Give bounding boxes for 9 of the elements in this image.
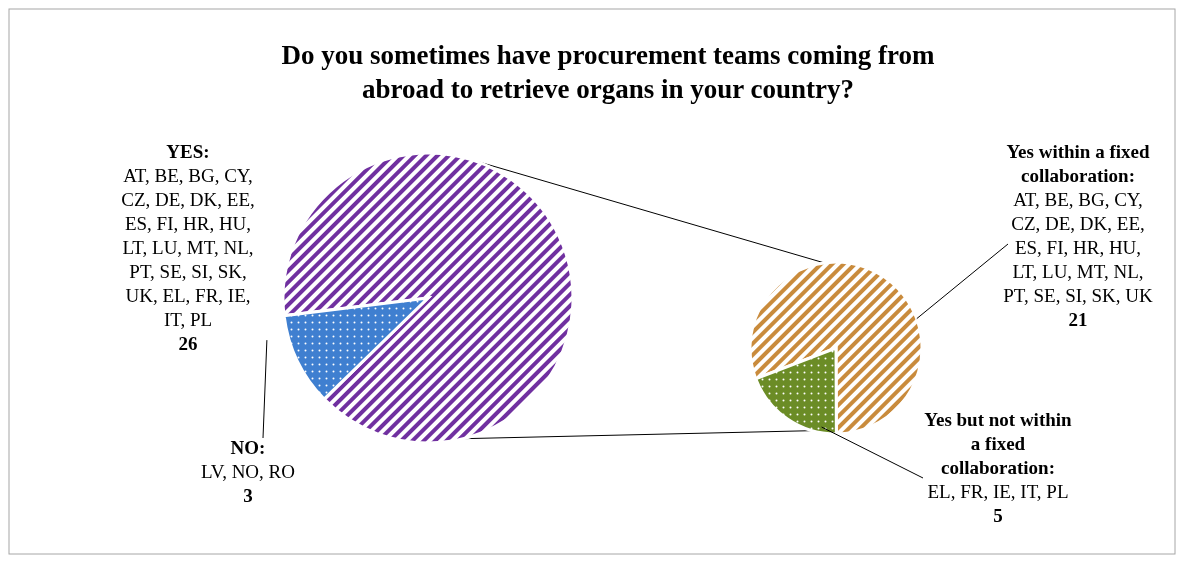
slice-label: YES: AT, BE, BG, CY, CZ, DE, DK, EE, ES, FI, HR, HU, LT, LU, MT, NL, PT, SE, SI, SK, UK, EL, FR, IE, IT, PL [121, 141, 255, 330]
slice-label: Yes but not within a fixed collaboration: EL, FR, IE, IT, PL [924, 409, 1073, 502]
data-label: 5 [993, 505, 1003, 526]
chart-title: Do you sometimes have procurement teams coming from abroad to retrieve organs in your country? [281, 40, 936, 104]
slice-label: NO: LV, NO, RO [201, 437, 295, 482]
data-label: 21 [1068, 309, 1088, 330]
slice-label: Yes within a fixed collaboration: AT, BE, BG, CY, CZ, DE, DK, EE, ES, FI, HR, HU, LT, LU, MT, NL, PT, SE, SI, SK, UK [1003, 141, 1154, 306]
data-label: 26 [178, 333, 198, 354]
data-label: 3 [243, 485, 253, 506]
